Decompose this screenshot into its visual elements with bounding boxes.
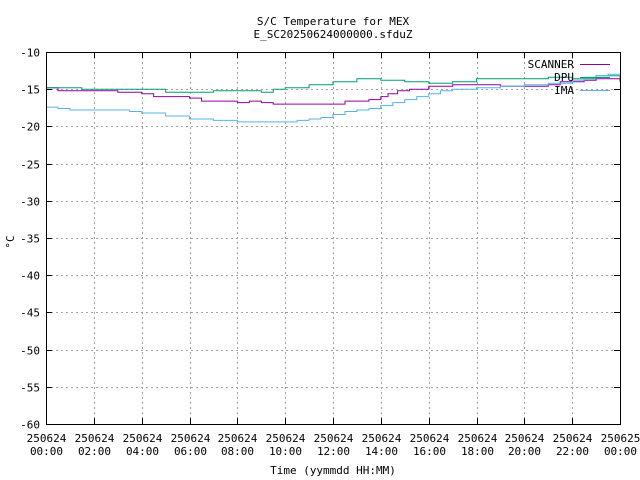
x-tick-time-label: 00:00 — [604, 445, 637, 458]
x-tick-date-label: 250624 — [75, 432, 115, 445]
x-tick-time-label: 16:00 — [413, 445, 446, 458]
x-tick-time-label: 10:00 — [269, 445, 302, 458]
x-tick-time-label: 12:00 — [317, 445, 350, 458]
x-tick-date-label: 250624 — [123, 432, 163, 445]
y-tick-label: -25 — [20, 159, 40, 172]
x-tick-time-label: 04:00 — [126, 445, 159, 458]
y-tick-label: -60 — [20, 419, 40, 432]
y-tick-label: -15 — [20, 84, 40, 97]
x-tick-date-label: 250624 — [27, 432, 67, 445]
x-tick-time-label: 22:00 — [556, 445, 589, 458]
legend-label-scanner: SCANNER — [528, 58, 575, 71]
x-tick-date-label: 250624 — [171, 432, 211, 445]
legend-label-dpu: DPU — [554, 71, 574, 84]
y-tick-label: -10 — [20, 47, 40, 60]
x-axis-label: Time (yymmdd HH:MM) — [270, 464, 396, 477]
series-line-ima — [46, 73, 620, 123]
x-tick-date-label: 250624 — [410, 432, 450, 445]
grid-lines — [46, 52, 620, 424]
y-tick-label: -55 — [20, 382, 40, 395]
x-tick-date-label: 250624 — [314, 432, 354, 445]
x-tick-time-label: 14:00 — [365, 445, 398, 458]
x-tick-date-label: 250624 — [218, 432, 258, 445]
y-tick-label: -20 — [20, 121, 40, 134]
y-tick-label: -45 — [20, 307, 40, 320]
x-tick-date-label: 250624 — [362, 432, 402, 445]
x-tick-date-label: 250625 — [601, 432, 640, 445]
series-lines — [46, 73, 621, 123]
chart-title: S/C Temperature for MEX — [257, 15, 410, 28]
y-axis-label: °C — [4, 235, 17, 248]
y-tick-label: -30 — [20, 196, 40, 209]
chart-subtitle: E_SC20250624000000.sfduZ — [254, 28, 413, 41]
y-tick-label: -35 — [20, 233, 40, 246]
x-tick-date-label: 250624 — [553, 432, 593, 445]
series-line-scanner — [46, 78, 621, 105]
legend-label-ima: IMA — [554, 84, 574, 97]
x-tick-date-label: 250624 — [458, 432, 498, 445]
y-tick-label: -50 — [20, 345, 40, 358]
x-tick-date-label: 250624 — [266, 432, 306, 445]
axis-ticks: -10-15-20-25-30-35-40-45-50-55-602506240… — [20, 47, 640, 459]
x-tick-time-label: 18:00 — [461, 445, 494, 458]
x-tick-date-label: 250624 — [505, 432, 545, 445]
x-tick-time-label: 08:00 — [221, 445, 254, 458]
x-tick-time-label: 00:00 — [30, 445, 63, 458]
x-tick-time-label: 02:00 — [78, 445, 111, 458]
x-tick-time-label: 06:00 — [174, 445, 207, 458]
y-tick-label: -40 — [20, 270, 40, 283]
series-line-dpu — [46, 75, 621, 93]
x-tick-time-label: 20:00 — [508, 445, 541, 458]
